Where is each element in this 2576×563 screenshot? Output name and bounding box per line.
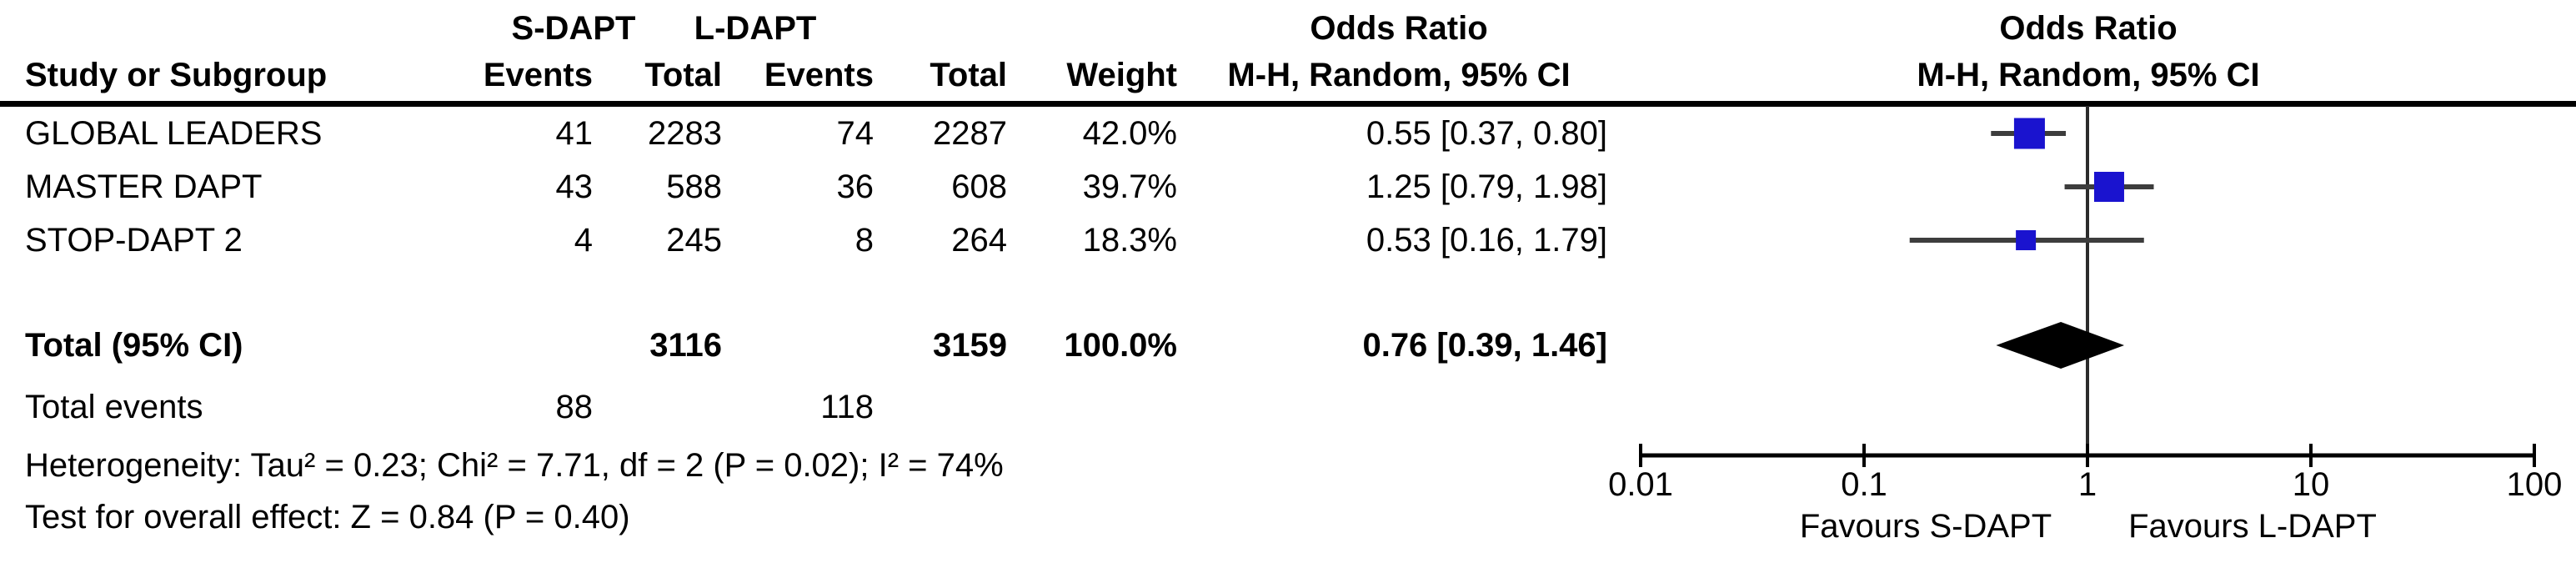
- weight-col-header: Weight: [1066, 57, 1177, 93]
- study-name: STOP-DAPT 2: [25, 222, 243, 259]
- sdapt-total-header: Total: [644, 57, 722, 93]
- ldapt-events-header: Events: [764, 57, 874, 93]
- total-label: Total (95% CI): [25, 327, 243, 364]
- ldapt-total: 2287: [933, 115, 1007, 152]
- axis-tick-label: 10: [2292, 466, 2330, 503]
- header-divider: [0, 101, 2576, 107]
- sdapt-total: 2283: [648, 115, 722, 152]
- or-column-subtitle: M-H, Random, 95% CI: [1227, 57, 1571, 93]
- total-weight: 100.0%: [1064, 327, 1177, 364]
- ldapt-total: 608: [951, 168, 1007, 205]
- heterogeneity-note: Heterogeneity: Tau² = 0.23; Chi² = 7.71,…: [25, 447, 1004, 484]
- col-group-sdapt: S-DAPT: [511, 10, 636, 47]
- total-sdapt-total: 3116: [649, 327, 722, 364]
- total-or-ci: 0.76 [0.39, 1.46]: [1362, 327, 1607, 364]
- sdapt-events: 43: [555, 168, 594, 205]
- weight-value: 42.0%: [1082, 115, 1177, 152]
- pooled-diamond: [1996, 322, 2125, 369]
- or-ci-value: 1.25 [0.79, 1.98]: [1366, 168, 1607, 205]
- col-group-ldapt: L-DAPT: [694, 10, 817, 47]
- total-events-ldapt: 118: [820, 389, 874, 425]
- favours-left-label: Favours S-DAPT: [1799, 508, 2052, 545]
- favours-right-label: Favours L-DAPT: [2128, 508, 2377, 545]
- sdapt-events: 4: [574, 222, 593, 259]
- plot-subtitle: M-H, Random, 95% CI: [1917, 57, 2260, 93]
- study-name: MASTER DAPT: [25, 168, 263, 205]
- weight-value: 39.7%: [1082, 168, 1177, 205]
- sdapt-total: 245: [666, 222, 722, 259]
- effect-square: [2093, 172, 2124, 202]
- axis-tick-label: 0.01: [1608, 466, 1673, 503]
- total-events-label: Total events: [25, 389, 203, 425]
- or-ci-value: 0.55 [0.37, 0.80]: [1366, 115, 1607, 152]
- sdapt-total: 588: [666, 168, 722, 205]
- total-ldapt-total: 3159: [933, 327, 1007, 364]
- or-ci-value: 0.53 [0.16, 1.79]: [1366, 222, 1607, 259]
- ldapt-events: 8: [854, 222, 874, 259]
- ldapt-events: 74: [836, 115, 875, 152]
- study-name: GLOBAL LEADERS: [25, 115, 323, 152]
- sdapt-events-header: Events: [483, 57, 593, 93]
- plot-title: Odds Ratio: [1999, 10, 2178, 47]
- ldapt-total-header: Total: [930, 57, 1007, 93]
- axis-tick-label: 0.1: [1841, 466, 1887, 503]
- study-col-header: Study or Subgroup: [25, 57, 328, 93]
- weight-value: 18.3%: [1082, 222, 1177, 259]
- ldapt-events: 36: [836, 168, 875, 205]
- sdapt-events: 41: [555, 115, 594, 152]
- ldapt-total: 264: [951, 222, 1007, 259]
- axis-tick-label: 100: [2506, 466, 2563, 503]
- or-column-title: Odds Ratio: [1310, 10, 1488, 47]
- total-events-sdapt: 88: [555, 389, 594, 425]
- effect-square: [2013, 118, 2045, 149]
- overall-effect-note: Test for overall effect: Z = 0.84 (P = 0…: [25, 499, 630, 535]
- effect-square: [2016, 230, 2037, 250]
- axis-tick-label: 1: [2077, 466, 2097, 503]
